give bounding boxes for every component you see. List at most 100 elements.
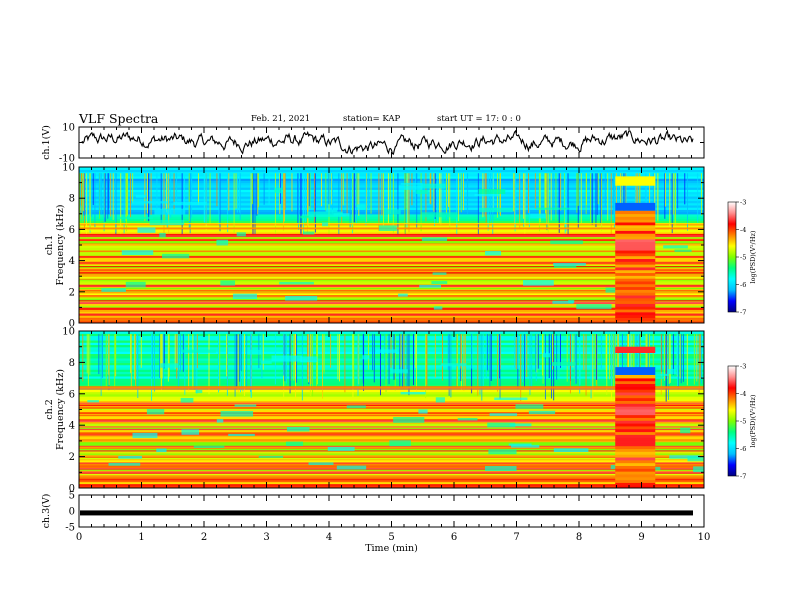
burst-cell	[615, 314, 656, 318]
burst-cell	[615, 272, 656, 276]
spectrogram-image	[79, 331, 704, 488]
y-axis-label: ch.1(V)	[41, 125, 52, 160]
burst-cell	[615, 485, 656, 488]
colorbar-tick-label: -7	[740, 473, 746, 481]
y-tick-label: 0	[69, 319, 75, 330]
burst-cell	[615, 300, 656, 304]
burst-cell	[615, 465, 656, 469]
burst-cell	[615, 434, 656, 438]
x-tick-label: 3	[263, 532, 269, 543]
ch1-spectrogram-panel: 0 2 4 6 8 10 ch.1Frequency (kHz)	[44, 163, 705, 330]
y-tick-label: 8	[69, 358, 75, 369]
burst-cell	[615, 264, 656, 268]
burst-cell	[615, 241, 656, 245]
y-tick-label: 4	[69, 421, 75, 432]
x-tick-label: 8	[576, 532, 582, 543]
burst-cell	[615, 456, 656, 461]
start-time-label: start UT = 17: 0 : 0	[437, 114, 521, 124]
burst-cell	[615, 442, 656, 447]
burst-cell	[615, 476, 656, 481]
burst-cell	[615, 320, 656, 323]
y-tick-label: 10	[62, 163, 75, 174]
burst-cell	[615, 406, 656, 410]
y-tick-label: 4	[69, 256, 75, 267]
burst-cell	[615, 397, 656, 401]
burst-cell	[615, 280, 656, 285]
burst-cell	[615, 473, 656, 478]
burst-cell	[615, 417, 656, 421]
y-axis-label: ch.1Frequency (kHz)	[44, 205, 66, 286]
burst-cell	[615, 462, 656, 466]
burst-cell	[615, 448, 656, 452]
station-label: station= KAP	[343, 114, 401, 124]
colorbar-tick-label: -4	[740, 390, 746, 398]
colorbar-tick-label: -6	[740, 445, 746, 453]
y-tick-label: 2	[69, 287, 75, 298]
burst-cell	[615, 289, 656, 293]
burst-cell	[615, 451, 656, 455]
burst-cell	[615, 482, 656, 486]
burst-cell	[615, 294, 656, 299]
burst-cell	[615, 386, 656, 390]
x-tick-label: 1	[138, 532, 144, 543]
y-tick-label: 0	[69, 484, 75, 495]
burst-cell	[615, 471, 656, 475]
y-tick-label: -10	[59, 154, 75, 165]
colorbar-scale	[727, 201, 737, 313]
burst-cell	[615, 459, 656, 464]
burst-cell	[615, 233, 656, 237]
ch2-colorbar: -3 -4 -5 -6 -7 log(PSD)(V²/Hz)	[727, 363, 757, 481]
burst-cell	[615, 445, 656, 450]
burst-cell	[615, 216, 656, 220]
colorbar-tick-label: -6	[740, 281, 746, 289]
burst-cell	[615, 278, 656, 282]
burst-cell	[615, 227, 656, 231]
burst-cell	[615, 258, 656, 262]
burst-cell	[615, 367, 656, 375]
y-axis-label: ch.2Frequency (kHz)	[44, 369, 66, 450]
burst-cell	[615, 428, 656, 433]
burst-cell	[615, 255, 656, 260]
burst-cell	[615, 275, 656, 279]
burst-cell	[615, 431, 656, 435]
time-axis: 0 1 2 3 4 5 6 7 8 9 10 Time (min)	[76, 127, 711, 554]
y-axis-label: ch.3(V)	[41, 494, 52, 529]
burst-cell	[615, 437, 656, 441]
colorbar-tick-label: -3	[740, 363, 746, 371]
x-tick-label: 9	[638, 532, 644, 543]
burst-cell	[615, 238, 656, 243]
burst-cell	[615, 297, 656, 302]
burst-cell	[615, 306, 656, 310]
ch1-colorbar: -3 -4 -5 -6 -7 log(PSD)(V²/Hz)	[727, 199, 757, 317]
y-tick-label: 5	[69, 491, 75, 502]
burst-cell	[615, 403, 656, 407]
burst-cell	[615, 210, 656, 215]
burst-cell	[615, 213, 656, 217]
burst-cell	[615, 292, 656, 296]
burst-cell	[615, 176, 656, 186]
colorbar-tick-label: -5	[740, 254, 746, 262]
y-axis-label-line: ch.2	[44, 399, 55, 420]
burst-cell	[615, 391, 656, 396]
burst-cell	[615, 224, 656, 229]
y-tick-label: 10	[62, 327, 75, 338]
x-tick-label: 10	[698, 532, 711, 543]
y-tick-label: 6	[69, 389, 75, 400]
ch1-waveform-line	[81, 129, 694, 155]
date-label: Feb. 21, 2021	[251, 114, 311, 124]
burst-cell	[615, 266, 656, 271]
x-tick-label: 4	[326, 532, 332, 543]
colorbar-scale	[727, 365, 737, 477]
burst-cell	[615, 420, 656, 424]
burst-cell	[615, 202, 656, 211]
x-tick-label: 6	[451, 532, 457, 543]
burst-cell	[615, 423, 656, 427]
x-tick-label: 7	[513, 532, 519, 543]
burst-cell	[615, 230, 656, 234]
burst-cell	[615, 408, 656, 413]
y-tick-label: 6	[69, 225, 75, 236]
burst-cell	[615, 411, 656, 416]
burst-cell	[615, 414, 656, 418]
colorbar-tick-label: -5	[740, 418, 746, 426]
